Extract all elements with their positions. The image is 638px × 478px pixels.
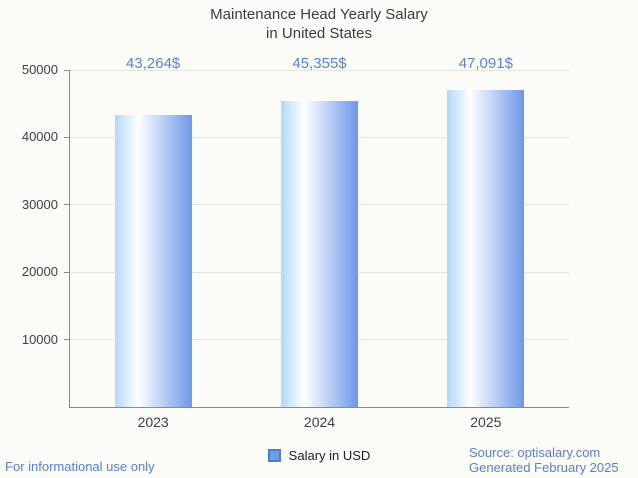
- y-gridline: [70, 69, 569, 71]
- y-axis-label: 50000: [21, 62, 58, 77]
- legend-marker-icon: [267, 449, 281, 462]
- y-axis-tick: [64, 204, 70, 206]
- legend-item-salary[interactable]: Salary in USD: [267, 448, 371, 463]
- legend: Salary in USD: [0, 448, 638, 463]
- source-link[interactable]: Source: optisalary.com: [469, 445, 601, 460]
- y-axis-tick: [64, 339, 70, 341]
- x-axis-label: 2025: [470, 414, 502, 430]
- y-axis-label: 30000: [21, 196, 58, 212]
- y-axis-tick: [64, 136, 70, 138]
- bar-value-label: 47,091$: [458, 55, 513, 72]
- x-axis-line: [69, 407, 569, 408]
- disclaimer-note: For informational use only: [5, 459, 155, 474]
- y-axis-tick: [64, 271, 70, 273]
- x-axis-label: 2024: [303, 414, 336, 430]
- y-axis-tick: [64, 69, 70, 71]
- source-block: Source: optisalary.com Generated Februar…: [469, 445, 619, 475]
- bar-value-label: 43,264$: [126, 55, 181, 72]
- bar-value-label: 45,355$: [292, 55, 347, 72]
- salary-bar[interactable]: [281, 101, 358, 407]
- y-axis-label: 40000: [21, 129, 58, 145]
- y-axis-label: 10000: [21, 331, 58, 347]
- salary-bar[interactable]: [114, 115, 192, 407]
- chart-title-line1: Maintenance Head Yearly Salary: [210, 6, 428, 23]
- legend-label: Salary in USD: [288, 448, 371, 463]
- y-axis-label: 20000: [21, 264, 58, 280]
- x-axis-label: 2023: [137, 414, 169, 430]
- chart-title-line2: in United States: [266, 25, 372, 42]
- y-axis-line: [69, 70, 70, 407]
- generated-date: Generated February 2025: [469, 460, 619, 475]
- chart-title: Maintenance Head Yearly Salary in United…: [0, 5, 638, 43]
- salary-bar[interactable]: [447, 89, 525, 407]
